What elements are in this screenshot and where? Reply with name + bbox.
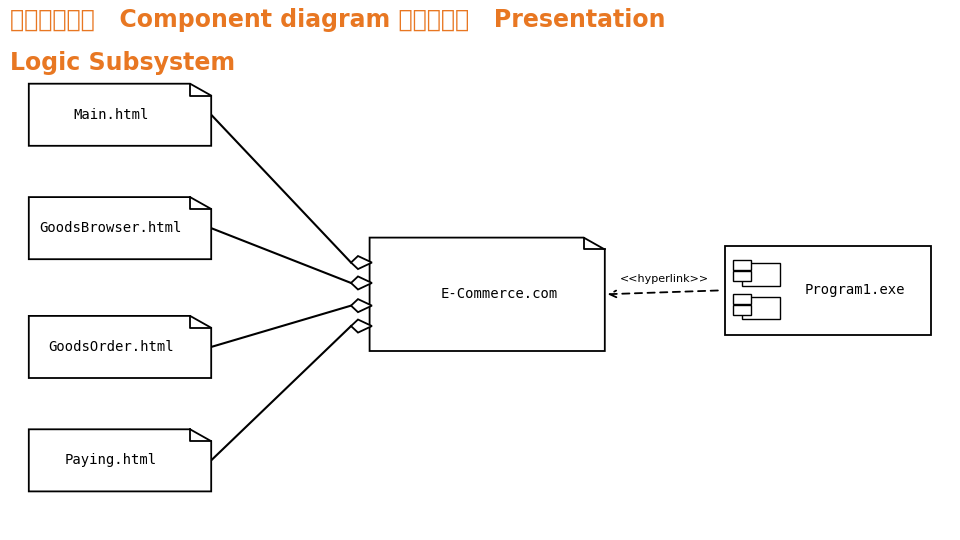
Polygon shape [29,197,211,259]
Bar [742,297,780,320]
Text: E-Commerce.com: E-Commerce.com [441,287,558,301]
Text: Logic Subsystem: Logic Subsystem [10,51,235,75]
Text: Paying.html: Paying.html [65,454,156,467]
Text: <<hyperlink>>: <<hyperlink>> [620,274,709,284]
Bar [733,305,751,315]
Polygon shape [351,256,372,269]
Polygon shape [29,429,211,491]
Bar [725,246,931,335]
Polygon shape [370,238,605,351]
Polygon shape [351,299,372,312]
Bar [733,260,751,270]
Text: Program1.exe: Program1.exe [804,284,905,297]
Text: GoodsOrder.html: GoodsOrder.html [48,340,174,354]
Polygon shape [351,320,372,333]
Text: ตวอยาง   Component diagram สำหรบ   Presentation: ตวอยาง Component diagram สำหรบ Presentat… [10,8,665,32]
Polygon shape [29,316,211,378]
Polygon shape [29,84,211,146]
Text: Main.html: Main.html [73,108,149,122]
Bar [733,294,751,304]
Polygon shape [351,276,372,289]
Bar [742,263,780,286]
Text: GoodsBrowser.html: GoodsBrowser.html [39,221,182,235]
Bar [733,271,751,281]
